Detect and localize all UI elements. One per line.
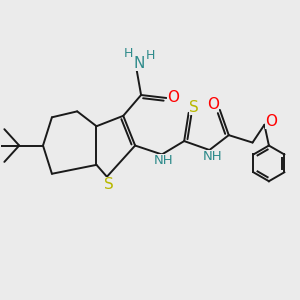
- Text: S: S: [189, 100, 199, 115]
- Text: N: N: [134, 56, 145, 71]
- Text: O: O: [207, 97, 219, 112]
- Text: S: S: [104, 177, 114, 192]
- Text: H: H: [146, 49, 156, 62]
- Text: H: H: [124, 47, 133, 60]
- Text: O: O: [167, 91, 179, 106]
- Text: O: O: [265, 114, 277, 129]
- Text: NH: NH: [154, 154, 173, 167]
- Text: NH: NH: [202, 150, 222, 163]
